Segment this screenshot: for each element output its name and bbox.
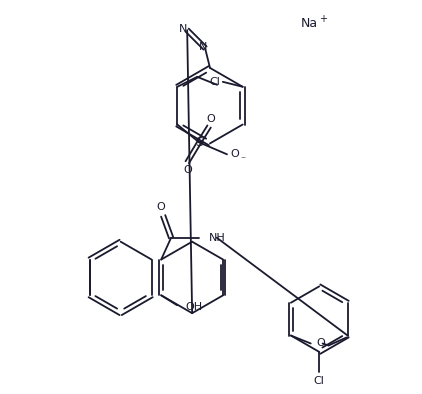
Text: S: S [195,136,203,149]
Text: N: N [179,24,187,34]
Text: O: O [316,338,325,348]
Text: NH: NH [209,233,226,243]
Text: OH: OH [185,302,202,312]
Text: +: + [319,14,327,24]
Text: O: O [157,202,165,212]
Text: O: O [230,149,239,159]
Text: ⁻: ⁻ [240,155,246,165]
Text: Cl: Cl [314,376,325,386]
Text: O: O [207,113,216,124]
Text: Cl: Cl [209,77,220,87]
Text: O: O [183,165,192,175]
Text: N: N [199,42,207,52]
Text: Na: Na [301,17,318,30]
